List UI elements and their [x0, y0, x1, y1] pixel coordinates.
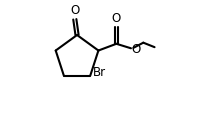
Text: O: O — [131, 42, 141, 55]
Text: Br: Br — [93, 66, 106, 78]
Text: O: O — [112, 12, 121, 25]
Text: O: O — [70, 4, 79, 17]
